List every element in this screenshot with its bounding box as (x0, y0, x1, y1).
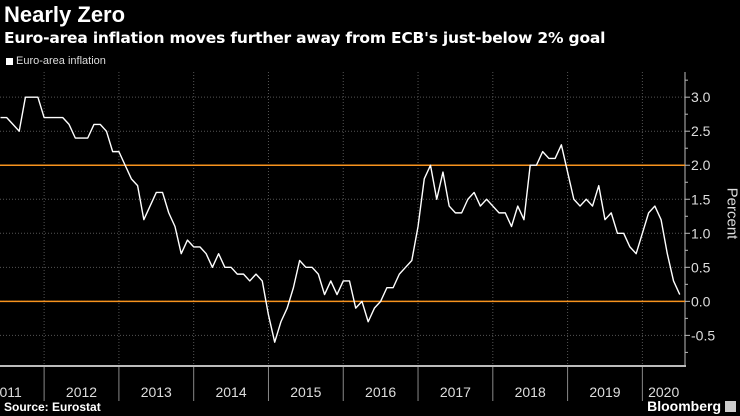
x-tick-label: 2017 (440, 384, 471, 400)
chart-logo-icon (725, 400, 736, 412)
x-tick-label: 2016 (365, 384, 396, 400)
legend: Euro-area inflation (6, 55, 106, 67)
x-tick-label: 2014 (215, 384, 246, 400)
brand-name: Bloomberg (647, 398, 721, 414)
chart-subtitle: Euro-area inflation moves further away f… (4, 29, 606, 47)
chart-title: Nearly Zero (4, 2, 126, 27)
y-tick-label: 1.0 (691, 225, 711, 241)
y-axis-label: Percent (723, 187, 740, 240)
x-tick-label: 2012 (66, 384, 97, 400)
x-tick-label: 2020 (648, 384, 679, 400)
y-tick-label: 1.5 (691, 191, 711, 207)
legend-label: Euro-area inflation (16, 55, 106, 67)
y-tick-label: 0.5 (691, 259, 711, 275)
bloomberg-logo: Bloomberg (647, 398, 736, 414)
source-note: Source: Eurostat (4, 400, 101, 414)
y-tick-label: 2.5 (691, 123, 711, 139)
y-tick-label: 2.0 (691, 157, 711, 173)
legend-swatch (6, 57, 13, 65)
x-tick-label: 2019 (589, 384, 620, 400)
x-tick-label: 2018 (515, 384, 546, 400)
y-tick-label: -0.5 (691, 327, 715, 343)
series-line (0, 96, 681, 343)
x-tick-label: 2011 (0, 384, 22, 400)
x-tick-label: 2013 (141, 384, 172, 400)
y-tick-label: 0.0 (691, 293, 711, 309)
y-tick-label: 3.0 (691, 89, 711, 105)
x-tick-label: 2015 (290, 384, 321, 400)
